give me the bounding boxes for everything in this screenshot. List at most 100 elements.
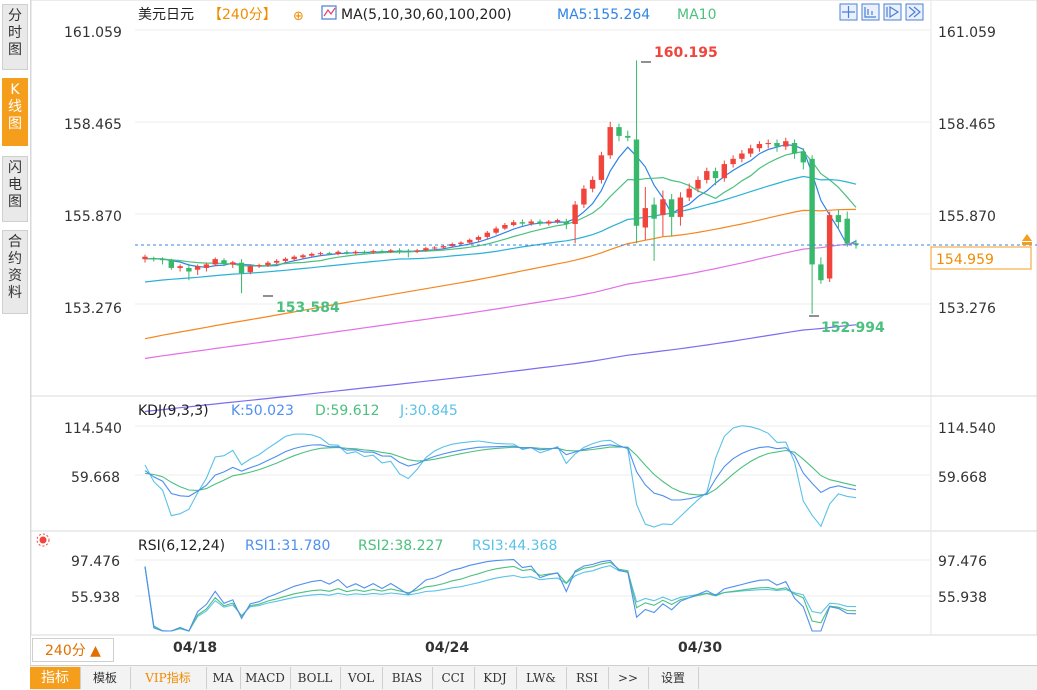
indicator-tab-5[interactable]: BOLL xyxy=(290,667,341,689)
candle-body xyxy=(774,143,780,147)
low-price-label-1: 153.584 xyxy=(276,300,340,316)
indicator-tab-4[interactable]: MACD xyxy=(240,667,291,689)
price-axis-label-left-4: 153.276 xyxy=(64,301,122,317)
x-axis-label-3: 04/30 xyxy=(678,640,722,656)
candle-body xyxy=(756,144,763,149)
candle-body xyxy=(581,188,587,205)
price-axis-label-left-3: 155.870 xyxy=(64,209,122,225)
candle-body xyxy=(370,251,376,253)
current-price-box xyxy=(930,246,1032,270)
candle-body xyxy=(273,260,280,263)
indicator-tab-12[interactable]: >> xyxy=(608,667,649,689)
candle-body xyxy=(835,215,842,223)
candle-body xyxy=(502,225,508,229)
kdj-k-value: K:50.023 xyxy=(231,403,294,419)
candle-body xyxy=(809,158,815,265)
indicator-tab-10[interactable]: LW& xyxy=(516,667,567,689)
candle-body xyxy=(747,148,754,154)
symbol-title: 美元日元 xyxy=(138,7,194,23)
candle-body xyxy=(642,208,648,228)
candle-body xyxy=(467,239,473,243)
candle-body xyxy=(660,199,666,216)
candle-body xyxy=(361,251,368,253)
candle-body xyxy=(519,222,526,224)
rsi-axis-label-left-2: 55.938 xyxy=(71,590,120,606)
circle-plus-icon[interactable]: ⊕ xyxy=(293,9,304,24)
candle-body xyxy=(765,143,771,145)
candle-body xyxy=(677,197,684,217)
kdj-k-line xyxy=(144,444,857,501)
chart: 美元日元 【240分】 ⊕ MA(5,10,30,60,100,200) MA5… xyxy=(30,0,1037,656)
candle-body xyxy=(686,188,692,198)
candle-body xyxy=(423,248,429,251)
indicator-tab-11[interactable]: RSI xyxy=(566,667,609,689)
candle-body xyxy=(598,155,605,180)
price-axis-label-left-1: 161.059 xyxy=(64,25,122,41)
rsi2-line xyxy=(144,561,857,632)
candle-body xyxy=(238,262,245,274)
kdj-axis-label-left-2: 59.668 xyxy=(71,470,120,486)
view-tab-0[interactable]: 分时图 xyxy=(2,4,28,70)
candle-body xyxy=(844,218,850,244)
candle-body xyxy=(721,164,727,179)
candle-body xyxy=(800,151,806,163)
period-label[interactable]: 【240分】 xyxy=(208,7,277,23)
x-axis-label-2: 04/24 xyxy=(425,640,469,656)
indicator-tab-1[interactable]: 模板 xyxy=(80,667,131,689)
candle-body xyxy=(616,127,622,136)
candle-body xyxy=(405,251,411,253)
kdj-lines xyxy=(144,425,857,528)
price-axis-label-right-2: 158.465 xyxy=(938,117,996,133)
indicator-tab-13[interactable]: 设置 xyxy=(648,667,699,689)
indicator-tab-0[interactable]: 指标 xyxy=(30,667,81,689)
rsi-axis-label-left-1: 97.476 xyxy=(71,554,120,570)
candle-body xyxy=(607,127,613,156)
candle-body xyxy=(309,253,315,256)
candle-body xyxy=(651,204,657,219)
price-axis-label-left-2: 158.465 xyxy=(64,117,122,133)
ma60-line xyxy=(144,208,857,340)
rsi1-value: RSI1:31.780 xyxy=(245,538,330,554)
candle-body xyxy=(712,171,719,179)
indicator-tab-3[interactable]: MA xyxy=(206,667,241,689)
indicator-tab-6[interactable]: VOL xyxy=(340,667,383,689)
rsi-title: RSI(6,12,24) xyxy=(138,538,225,554)
candle-body xyxy=(335,251,341,254)
candle-body xyxy=(326,253,332,255)
price-axis-label-right-1: 161.059 xyxy=(938,25,996,41)
price-panel-frame xyxy=(30,0,1037,397)
zoom-tool-glyph xyxy=(864,7,876,18)
candle-body xyxy=(458,242,464,244)
candle-body xyxy=(186,268,192,272)
period-selector[interactable]: 240分 ▲ xyxy=(32,638,114,662)
ma-legend-icon[interactable] xyxy=(321,5,337,20)
candle-body xyxy=(668,199,675,217)
settings-sun-icon[interactable] xyxy=(36,533,50,547)
ma5-value: MA5:155.264 xyxy=(557,7,650,23)
view-tab-3[interactable]: 合约资料 xyxy=(2,230,28,314)
kdj-title: KDJ(9,3,3) xyxy=(138,403,209,419)
indicator-tab-9[interactable]: KDJ xyxy=(474,667,517,689)
candle-body xyxy=(256,265,262,267)
candle-body xyxy=(212,259,218,265)
low-price-label-2: 152.994 xyxy=(821,320,885,336)
candle-body xyxy=(853,243,859,245)
candle-body xyxy=(475,237,482,240)
rsi-axis-label-right-2: 55.938 xyxy=(938,590,987,606)
play-tool-icon[interactable] xyxy=(883,3,902,21)
indicator-tab-8[interactable]: CCI xyxy=(432,667,475,689)
indicator-tab-7[interactable]: BIAS xyxy=(382,667,433,689)
candle-body xyxy=(177,266,183,268)
view-tab-2[interactable]: 闪电图 xyxy=(2,156,28,222)
candle-body xyxy=(528,221,534,224)
candle-body xyxy=(317,253,324,255)
zoom-tool-icon[interactable] xyxy=(861,3,880,21)
price-axis-label-right-4: 153.276 xyxy=(938,301,996,317)
ma-legend-label: MA(5,10,30,60,100,200) xyxy=(341,7,512,23)
indicator-tab-2[interactable]: VIP指标 xyxy=(130,667,207,689)
candle-body xyxy=(159,259,166,261)
candle-body xyxy=(537,221,543,224)
price-axis-label-right-3: 155.870 xyxy=(938,209,996,225)
